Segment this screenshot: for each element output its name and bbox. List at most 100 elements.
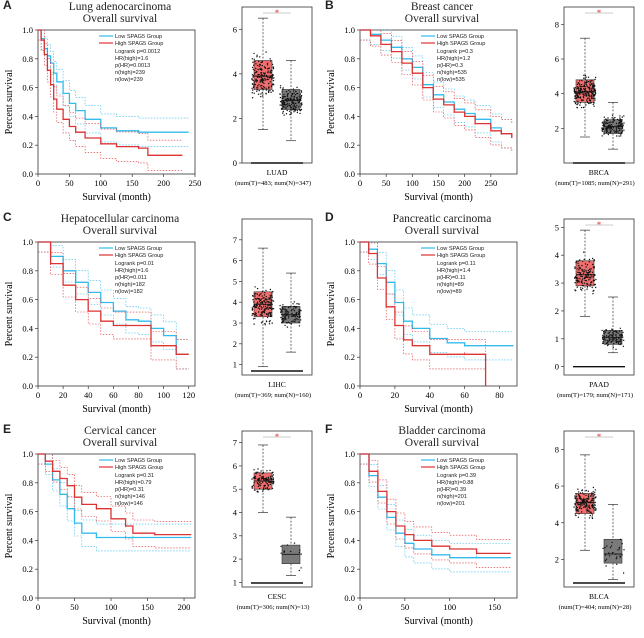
sample-point [257,85,259,87]
sample-point [260,87,263,89]
sample-point [613,337,615,339]
sample-point [576,499,578,502]
sample-point [595,508,597,510]
sample-point [294,108,297,110]
sample-point [584,505,586,507]
sample-point [574,513,576,515]
sample-point [266,482,268,484]
y-axis-label: Percent survival [326,69,337,134]
sample-point [623,122,625,124]
x-tick-label: 40 [84,390,93,400]
sample-point [594,504,596,506]
sample-point [577,280,580,283]
sample-point [581,502,583,504]
sample-point [267,77,269,79]
sample-point [290,94,293,97]
y-tick-label: 0.4 [344,323,355,333]
sample-point [287,317,290,319]
box-frame [241,430,313,588]
sample-point [583,271,585,273]
sample-point [284,316,286,318]
y-tick-label: 0.2 [344,140,355,150]
sample-point [270,294,273,297]
sample-point [581,489,584,491]
sample-point [292,303,294,305]
sample-point [263,75,265,77]
y-tick-label: 4 [233,297,238,307]
sample-point [258,487,261,490]
sample-point [618,129,621,132]
ci-upper-line [38,29,189,119]
sample-point [616,340,618,343]
sample-point [284,306,286,308]
y-tick-label: 1.0 [344,449,355,459]
sample-point [594,501,596,504]
sample-point [254,71,256,74]
sample-point [615,131,617,133]
sample-point [592,493,594,495]
box-plot: 0 1 2 3 4 5 * PAAD (num(T)=179; num(N)=171) [555,218,635,399]
sample-point [618,340,620,343]
sample-point [618,337,620,339]
sample-point [290,113,292,115]
sample-point [298,310,300,313]
sample-point [586,275,588,277]
sample-point [261,69,263,72]
sample-point [270,477,272,479]
sample-point [258,308,261,310]
sample-point [269,70,271,73]
sample-point [293,95,296,98]
sample-point [265,87,267,90]
sample-point [271,85,273,87]
x-tick-label: 200 [178,602,191,612]
sample-point [619,128,621,130]
sample-point [601,127,604,130]
stat-line: p(HR)=0.31 [115,487,144,493]
sample-point [594,97,596,100]
x-tick-label: 80 [134,390,143,400]
sample-counts: (num(T)=306; num(N)=13) [237,604,310,611]
y-axis-label: Percent survival [4,69,15,134]
sample-point [254,306,256,308]
sample-point [585,104,587,106]
sample-point [271,475,273,477]
sample-point [579,259,581,261]
sample-point [267,87,270,89]
sample-point [589,285,591,287]
sample-point [263,82,265,85]
sample-point [256,79,258,82]
sample-point [586,497,589,500]
sample-point [609,126,611,128]
sample-point [300,102,302,105]
sample-point [263,488,265,491]
sample-point [575,290,577,292]
sample-point [287,312,289,315]
sample-point [613,342,615,345]
sample-point [256,70,258,73]
panel-letter: B [325,0,334,12]
sample-point [577,491,580,493]
sample-point [261,301,263,303]
sample-point [268,488,271,490]
sample-point [578,264,580,267]
sample-point [262,476,265,478]
sample-point [265,479,268,481]
sample-point [577,504,579,506]
sample-point [610,545,613,547]
sample-point [580,275,582,278]
sample-point [586,92,588,94]
y-tick-label: 0.6 [344,83,355,93]
sample-point [266,62,269,64]
sample-point [574,92,577,94]
sample-point [584,506,586,509]
sample-point [294,106,297,108]
sample-point [271,70,273,72]
sample-point [260,93,262,95]
tumor-box [575,260,595,287]
sample-point [269,313,272,315]
sample-point [287,104,289,107]
sample-point [591,82,593,85]
x-tick-label: 20 [59,390,68,400]
sample-point [612,337,614,340]
sample-point [252,295,254,297]
